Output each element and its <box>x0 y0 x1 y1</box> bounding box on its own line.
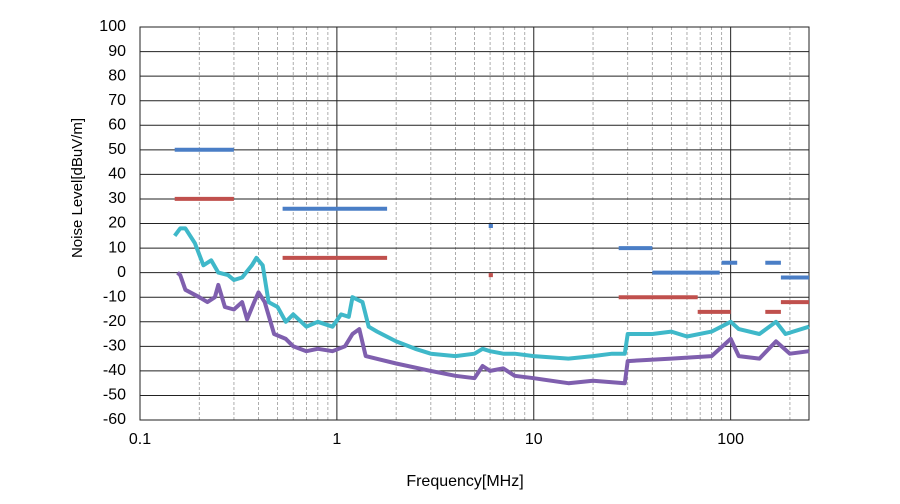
y-tick-label: 100 <box>99 18 126 35</box>
series-line <box>173 226 810 361</box>
plot-frame <box>139 26 810 421</box>
y-tick-label: -10 <box>103 288 126 305</box>
y-tick-label: 70 <box>108 92 126 109</box>
y-tick-label: 80 <box>108 67 126 84</box>
y-tick-label: 90 <box>108 43 126 60</box>
x-tick-label: 0.1 <box>129 431 151 448</box>
y-tick-label: 60 <box>108 116 126 133</box>
y-tick-label: 40 <box>108 166 126 183</box>
x-axis-label: Frequency[MHz] <box>406 473 523 490</box>
y-tick-label: 20 <box>108 215 126 232</box>
y-tick-label: -40 <box>103 362 126 379</box>
y-tick-label: -20 <box>103 313 126 330</box>
x-tick-label: 1 <box>332 431 341 448</box>
series-line <box>174 147 809 280</box>
y-tick-label: 30 <box>108 190 126 207</box>
y-axis-label: Noise Level[dBuV/m] <box>69 118 86 258</box>
y-tick-label: -50 <box>103 387 126 404</box>
y-tick-label: 50 <box>108 141 126 158</box>
y-tick-label: -30 <box>103 338 126 355</box>
x-tick-label: 10 <box>525 431 543 448</box>
x-tick-label: 100 <box>717 431 744 448</box>
y-tick-label: 10 <box>108 239 126 256</box>
y-tick-label: 0 <box>117 264 126 281</box>
y-tick-label: -60 <box>103 411 126 428</box>
series-line <box>174 196 809 314</box>
series-line <box>176 271 810 386</box>
